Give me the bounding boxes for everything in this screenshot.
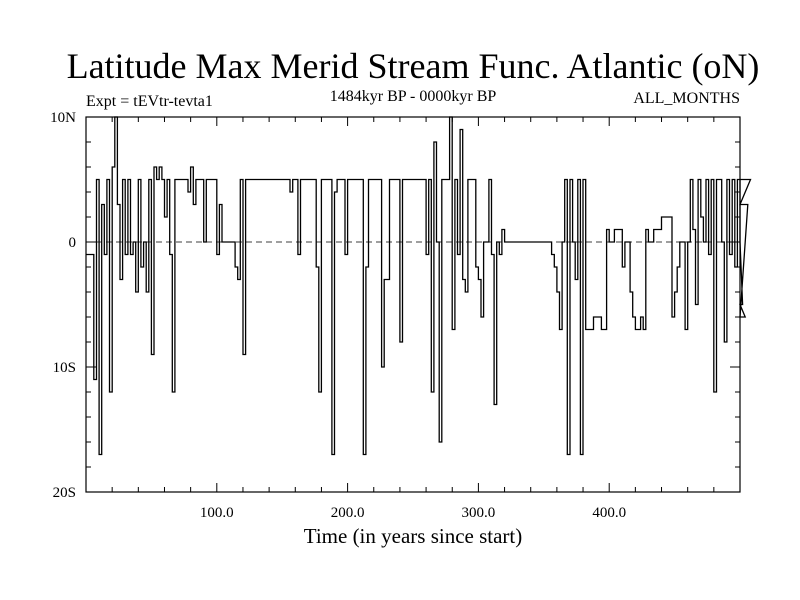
- x-tick-label: 200.0: [331, 505, 365, 521]
- plot-frame: [85, 116, 741, 493]
- plot-area: [86, 116, 752, 456]
- period-label: 1484kyr BP - 0000kyr BP: [330, 88, 497, 105]
- chart-title: Latitude Max Merid Stream Func. Atlantic…: [67, 46, 760, 86]
- x-tick-label: 400.0: [592, 505, 626, 521]
- months-label: ALL_MONTHS: [633, 90, 740, 107]
- expt-label: Expt = tEVtr-tevta1: [86, 93, 213, 110]
- x-axis-label: Time (in years since start): [304, 524, 523, 548]
- y-tick-label: 0: [69, 235, 77, 251]
- y-tick-label: 10N: [50, 110, 76, 126]
- series-line-0: [86, 116, 752, 456]
- x-axis: 100.0 200.0 300.0 400.0: [111, 117, 715, 521]
- y-tick-label: 10S: [53, 360, 76, 376]
- y-tick-label: 20S: [53, 485, 76, 501]
- x-tick-label: 100.0: [200, 505, 234, 521]
- y-axis: 10N 0 10S 20S: [50, 110, 740, 501]
- x-tick-label: 300.0: [462, 505, 496, 521]
